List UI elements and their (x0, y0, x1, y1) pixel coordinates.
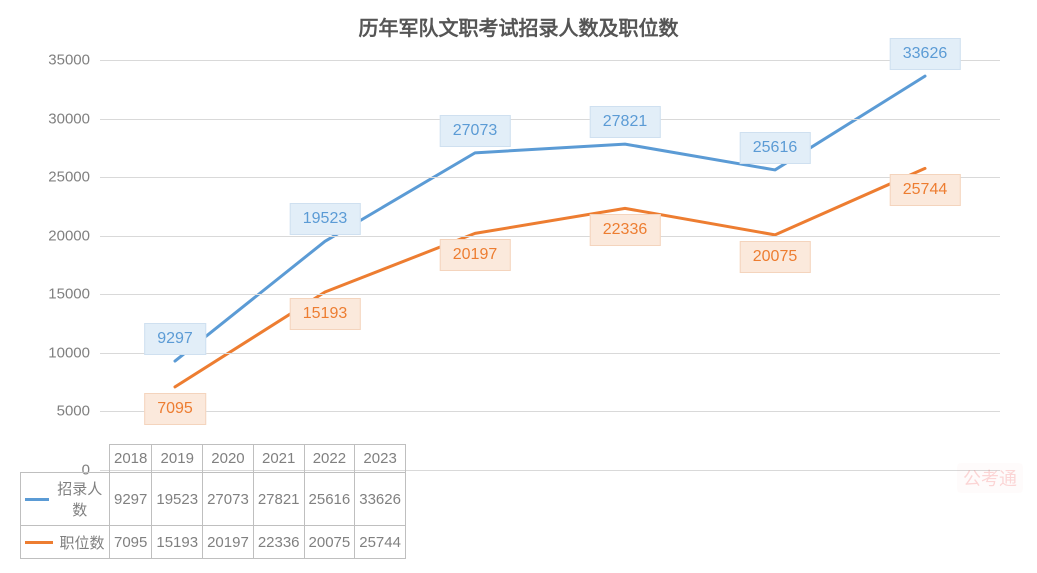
table-category-header: 2021 (253, 445, 304, 473)
series-data-label: 22336 (590, 214, 661, 246)
series-line (175, 168, 925, 386)
series-data-label: 25744 (890, 174, 961, 206)
table-cell: 15193 (152, 526, 203, 559)
table-cell: 25744 (355, 526, 406, 559)
series-data-label: 19523 (290, 203, 361, 235)
series-data-label: 27821 (590, 106, 661, 138)
chart-gridline (100, 236, 1000, 237)
series-data-label: 33626 (890, 38, 961, 70)
table-corner-cell (21, 445, 110, 473)
chart-container: 历年军队文职考试招录人数及职位数 05000100001500020000250… (0, 0, 1037, 573)
table-cell: 22336 (253, 526, 304, 559)
table-cell: 19523 (152, 473, 203, 526)
table-cell: 7095 (110, 526, 152, 559)
table-category-header: 2020 (203, 445, 254, 473)
series-data-label: 25616 (740, 132, 811, 164)
chart-gridline (100, 294, 1000, 295)
series-data-label: 20075 (740, 241, 811, 273)
table-cell: 25616 (304, 473, 355, 526)
table-series-header: 职位数 (21, 526, 110, 559)
table-cell: 20075 (304, 526, 355, 559)
y-axis-tick-label: 15000 (48, 286, 90, 303)
table-category-header: 2022 (304, 445, 355, 473)
chart-gridline (100, 119, 1000, 120)
chart-gridline (100, 353, 1000, 354)
legend-line-icon (25, 498, 49, 501)
watermark: 公考通 (957, 463, 1023, 493)
table-cell: 27073 (203, 473, 254, 526)
series-data-label: 27073 (440, 115, 511, 147)
chart-gridline (100, 60, 1000, 61)
chart-lines-svg (100, 60, 1000, 470)
chart-plot-area: 0500010000150002000025000300003500092971… (100, 60, 1000, 470)
y-axis-tick-label: 10000 (48, 344, 90, 361)
series-data-label: 20197 (440, 239, 511, 271)
legend-series-name: 职位数 (59, 532, 104, 553)
table-cell: 27821 (253, 473, 304, 526)
table-category-header: 2023 (355, 445, 406, 473)
table-series-header: 招录人数 (21, 473, 110, 526)
table-category-header: 2019 (152, 445, 203, 473)
y-axis-tick-label: 20000 (48, 227, 90, 244)
table-category-header: 2018 (110, 445, 152, 473)
chart-gridline (100, 177, 1000, 178)
y-axis-tick-label: 35000 (48, 52, 90, 69)
y-axis-tick-label: 25000 (48, 169, 90, 186)
table-cell: 20197 (203, 526, 254, 559)
chart-title: 历年军队文职考试招录人数及职位数 (0, 12, 1037, 41)
series-data-label: 15193 (290, 298, 361, 330)
y-axis-tick-label: 5000 (57, 403, 90, 420)
y-axis-tick-label: 30000 (48, 110, 90, 127)
table-cell: 9297 (110, 473, 152, 526)
series-data-label: 7095 (144, 393, 206, 425)
legend-series-name: 招录人数 (55, 478, 105, 520)
legend-line-icon (25, 541, 53, 544)
chart-data-table: 201820192020202120222023 招录人数929719523270… (20, 444, 406, 559)
chart-gridline (100, 411, 1000, 412)
series-data-label: 9297 (144, 323, 206, 355)
table-cell: 33626 (355, 473, 406, 526)
